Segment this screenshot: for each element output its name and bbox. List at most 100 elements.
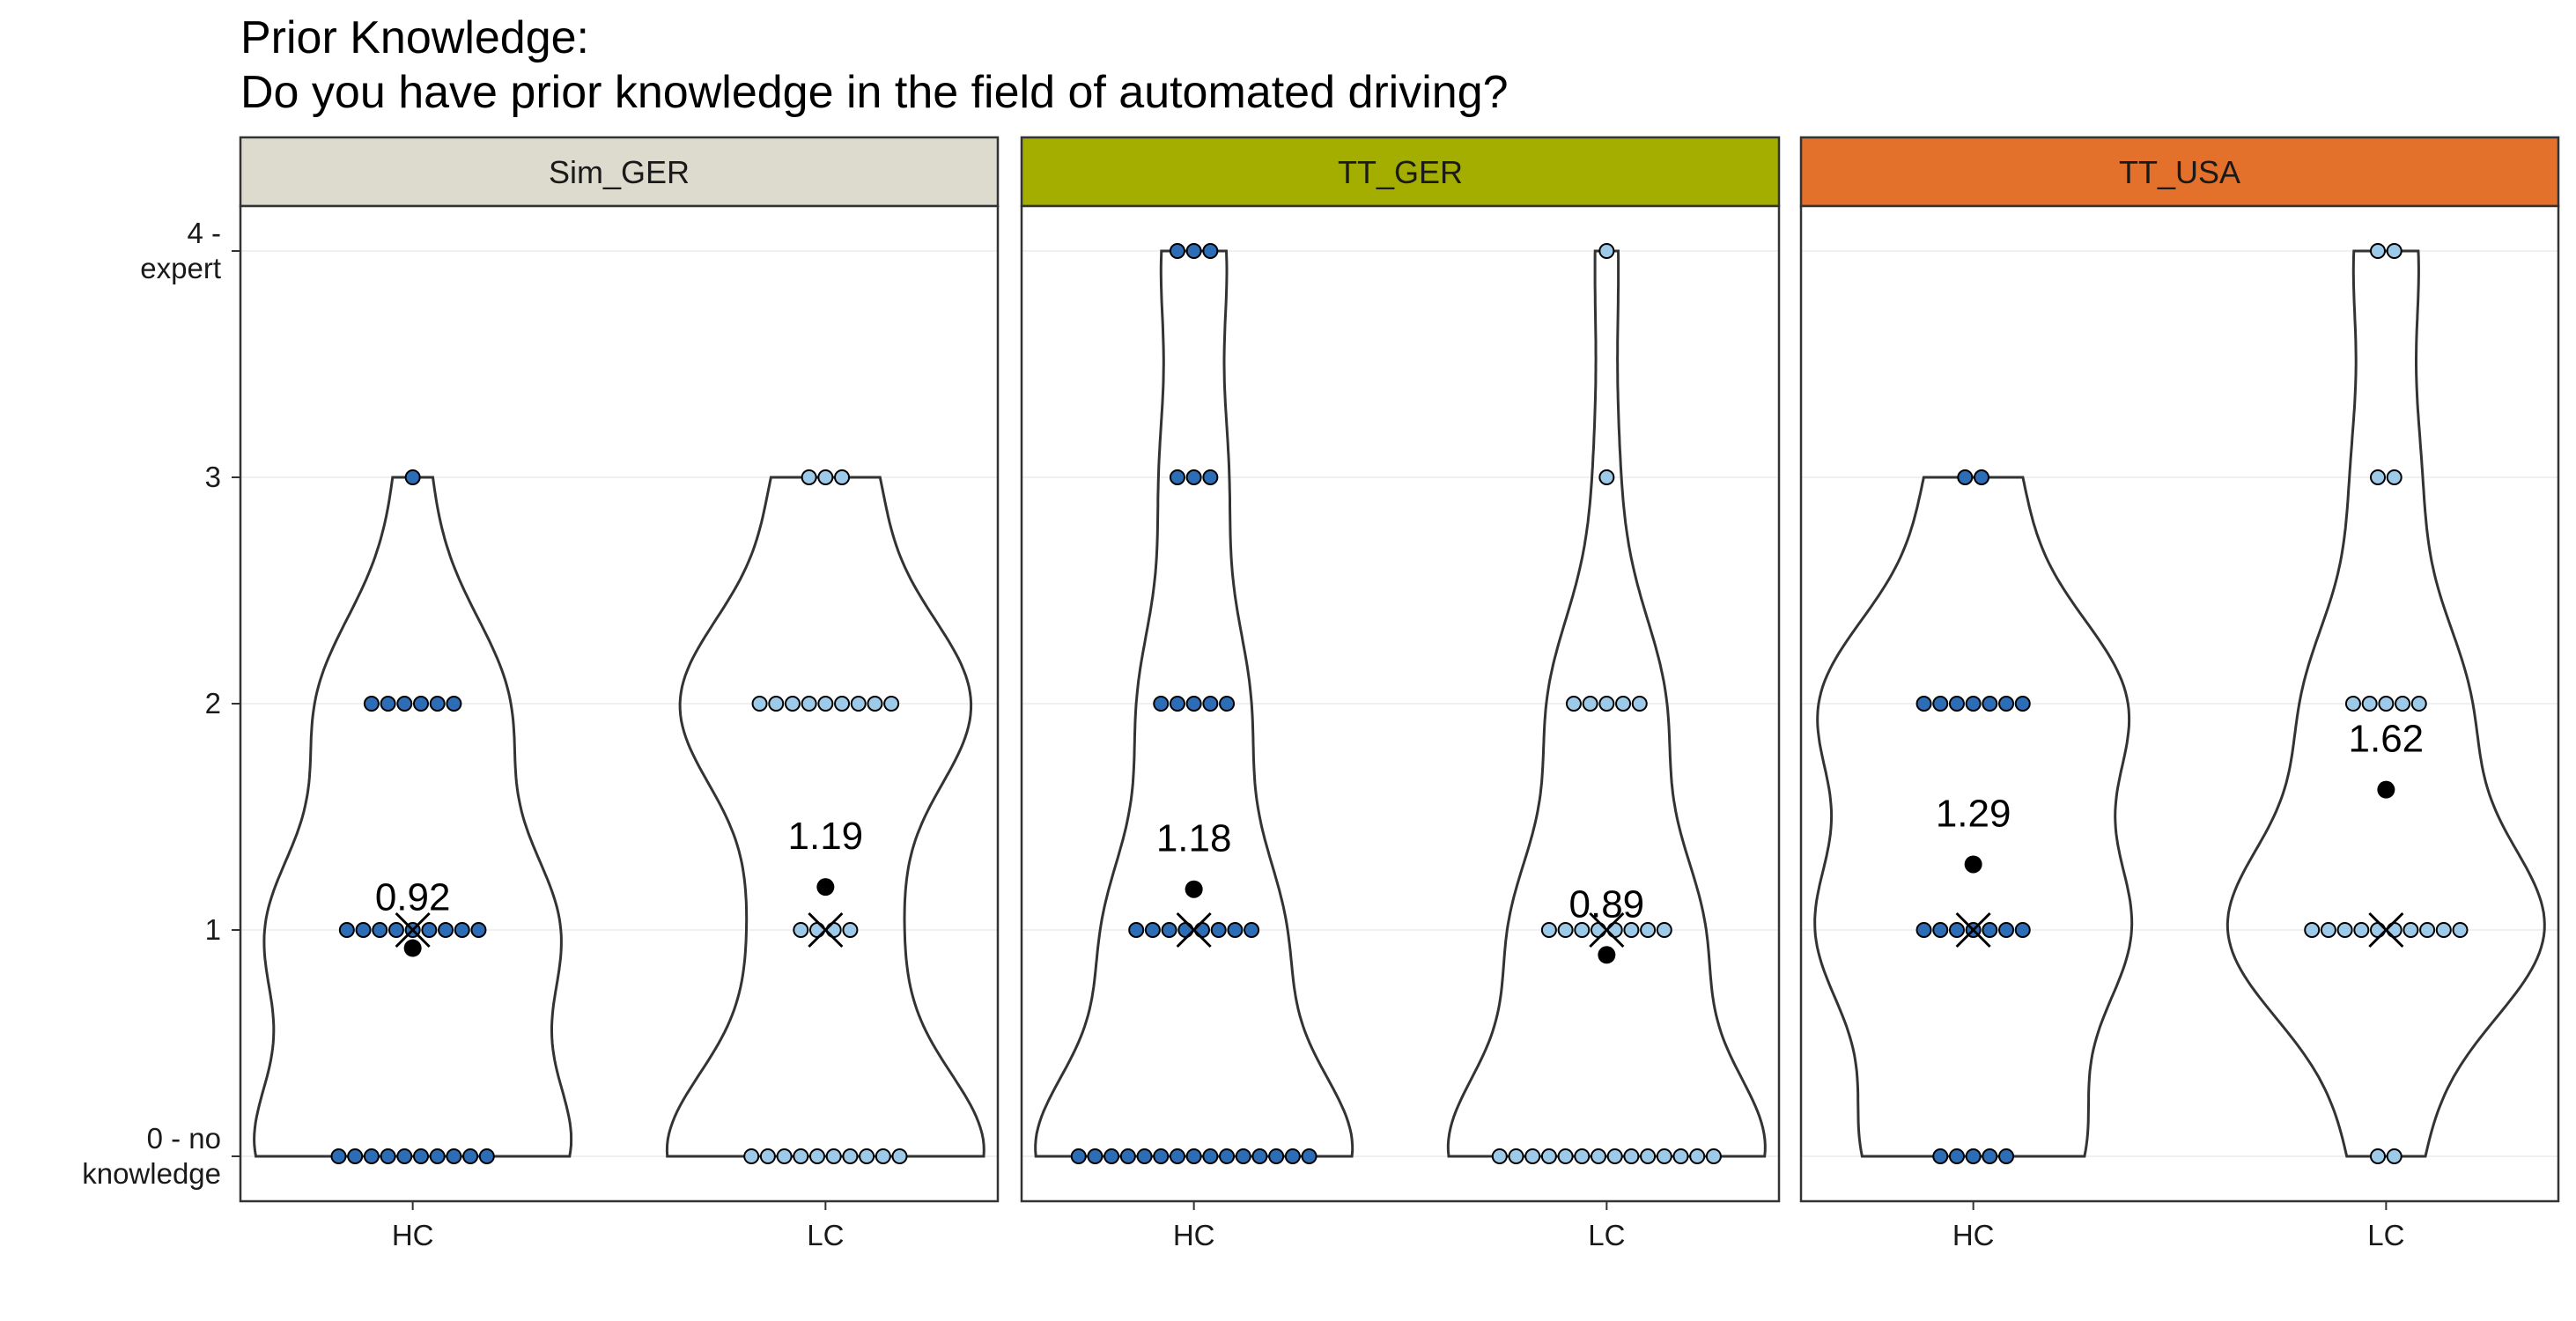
- data-point: [1540, 1148, 1557, 1164]
- median-marker: [1589, 911, 1625, 948]
- title-line-1: Prior Knowledge:: [240, 12, 589, 63]
- data-point: [1640, 1148, 1657, 1164]
- data-point: [396, 1148, 413, 1164]
- data-point: [2304, 922, 2321, 938]
- data-point: [1998, 696, 2015, 712]
- x-tick-label: HC: [1952, 1219, 1995, 1251]
- data-point: [1210, 922, 1227, 938]
- panel-strip-label: Sim_GER: [549, 154, 690, 190]
- data-point: [1615, 696, 1632, 712]
- data-point: [809, 1148, 825, 1164]
- data-point: [1689, 1148, 1706, 1164]
- data-point: [1948, 922, 1965, 938]
- data-point: [1948, 1148, 1965, 1164]
- y-tick-label: 3: [205, 461, 221, 493]
- data-point: [347, 1148, 364, 1164]
- mean-point: [403, 939, 422, 957]
- data-point: [842, 922, 859, 938]
- data-point: [454, 922, 470, 938]
- data-point: [330, 1148, 347, 1164]
- y-tick-label: 2: [205, 687, 221, 720]
- data-point: [793, 922, 809, 938]
- data-point: [784, 696, 801, 712]
- data-point: [380, 696, 396, 712]
- data-point: [1161, 922, 1177, 938]
- data-point: [1219, 1148, 1236, 1164]
- data-point: [1957, 469, 1974, 485]
- data-point: [338, 922, 355, 938]
- data-point: [834, 469, 851, 485]
- data-point: [2395, 696, 2411, 712]
- data-point: [883, 696, 900, 712]
- data-point: [1591, 1148, 1606, 1164]
- violin-outline: [1446, 249, 1767, 1158]
- data-point: [1982, 1148, 1998, 1164]
- data-point: [2386, 469, 2403, 485]
- data-point: [429, 696, 446, 712]
- violin-outline: [1813, 476, 2134, 1158]
- mean-point: [1185, 880, 1203, 898]
- violin-outline: [665, 476, 985, 1158]
- group-LC: 1.62 LC: [2225, 243, 2546, 1251]
- data-point: [1144, 922, 1161, 938]
- panel-TT_GER: TT_GER 1.18 HC 0.89 LC: [1020, 136, 1781, 1251]
- mean-point: [2377, 780, 2395, 799]
- data-point: [1974, 469, 1989, 485]
- violin-outline: [1034, 249, 1354, 1158]
- data-point: [1202, 243, 1219, 259]
- data-point: [1557, 922, 1574, 938]
- data-point: [1185, 1148, 1202, 1164]
- data-point: [1284, 1148, 1301, 1164]
- data-point: [834, 696, 851, 712]
- data-point: [438, 922, 454, 938]
- data-point: [1965, 1148, 1982, 1164]
- data-point: [1948, 696, 1965, 712]
- data-point: [1185, 696, 1202, 712]
- panel-border: [1020, 204, 1781, 1203]
- data-point: [2014, 922, 2031, 938]
- chart-title: Prior Knowledge:Do you have prior knowle…: [240, 12, 1509, 118]
- data-point: [867, 696, 883, 712]
- data-point: [1202, 1148, 1219, 1164]
- y-tick-label: 1: [205, 913, 221, 946]
- data-point: [1574, 1148, 1591, 1164]
- data-point: [1598, 469, 1615, 485]
- data-point: [1251, 1148, 1268, 1164]
- data-point: [759, 1148, 776, 1164]
- x-tick-label: LC: [2367, 1219, 2404, 1251]
- data-point: [1219, 696, 1236, 712]
- data-point: [1136, 1148, 1153, 1164]
- data-point: [1932, 922, 1949, 938]
- data-point: [363, 1148, 380, 1164]
- panels: Sim_GER0.92HC1.19LCTT_GER1.18HC0.89LCTT_…: [239, 136, 2560, 1251]
- data-point: [2410, 696, 2427, 712]
- x-tick-label: LC: [1588, 1219, 1625, 1251]
- panel-strip-label: TT_USA: [2119, 154, 2240, 190]
- data-point: [793, 1148, 809, 1164]
- data-point: [1185, 243, 1202, 259]
- data-point: [1235, 1148, 1251, 1164]
- data-point: [1103, 1148, 1120, 1164]
- data-point: [380, 1148, 396, 1164]
- data-point: [859, 1148, 875, 1164]
- median-marker: [1176, 911, 1212, 948]
- data-point: [1998, 1148, 2015, 1164]
- data-point: [1574, 922, 1591, 938]
- data-point: [1598, 696, 1615, 712]
- data-point: [1565, 696, 1582, 712]
- mean-label: 1.18: [1156, 817, 1232, 860]
- data-point: [478, 1148, 495, 1164]
- data-point: [825, 1148, 842, 1164]
- data-point: [2419, 922, 2436, 938]
- data-point: [1582, 696, 1598, 712]
- data-point: [446, 1148, 462, 1164]
- data-point: [1606, 1148, 1623, 1164]
- panel-border: [1799, 204, 2560, 1203]
- data-point: [2386, 1148, 2403, 1164]
- data-point: [421, 922, 438, 938]
- median-marker: [808, 911, 844, 948]
- data-point: [1153, 696, 1170, 712]
- data-point: [1169, 1148, 1185, 1164]
- panel-strip: [239, 136, 1000, 208]
- data-point: [1998, 922, 2015, 938]
